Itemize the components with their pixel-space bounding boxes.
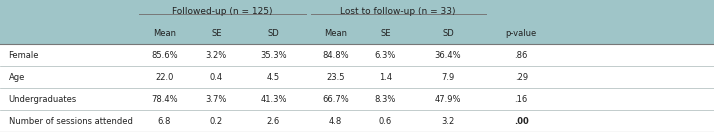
Text: Mean: Mean xyxy=(153,29,176,37)
FancyBboxPatch shape xyxy=(0,110,714,132)
Text: 22.0: 22.0 xyxy=(155,72,174,81)
Text: Female: Female xyxy=(9,51,39,60)
Text: Undergraduates: Undergraduates xyxy=(9,95,77,103)
Text: 36.4%: 36.4% xyxy=(435,51,461,60)
Text: 3.2%: 3.2% xyxy=(206,51,227,60)
Text: 0.4: 0.4 xyxy=(210,72,223,81)
Text: SE: SE xyxy=(211,29,221,37)
FancyBboxPatch shape xyxy=(0,0,714,44)
Text: SE: SE xyxy=(381,29,391,37)
Text: 84.8%: 84.8% xyxy=(322,51,349,60)
Text: Age: Age xyxy=(9,72,25,81)
FancyBboxPatch shape xyxy=(0,44,714,66)
Text: 6.3%: 6.3% xyxy=(375,51,396,60)
Text: p-value: p-value xyxy=(506,29,537,37)
Text: 41.3%: 41.3% xyxy=(260,95,287,103)
Text: 1.4: 1.4 xyxy=(379,72,392,81)
Text: .29: .29 xyxy=(515,72,528,81)
FancyBboxPatch shape xyxy=(0,88,714,110)
Text: 47.9%: 47.9% xyxy=(435,95,461,103)
Text: 3.2: 3.2 xyxy=(441,117,455,126)
Text: 35.3%: 35.3% xyxy=(260,51,287,60)
Text: 78.4%: 78.4% xyxy=(151,95,178,103)
Text: 23.5: 23.5 xyxy=(326,72,345,81)
Text: SD: SD xyxy=(268,29,279,37)
Text: 0.6: 0.6 xyxy=(379,117,392,126)
Text: .00: .00 xyxy=(514,117,528,126)
Text: Number of sessions attended: Number of sessions attended xyxy=(9,117,132,126)
Text: .86: .86 xyxy=(515,51,528,60)
Text: Followed-up (n = 125): Followed-up (n = 125) xyxy=(172,6,273,15)
Text: 7.9: 7.9 xyxy=(441,72,455,81)
Text: 3.7%: 3.7% xyxy=(206,95,227,103)
Text: Lost to follow-up (n = 33): Lost to follow-up (n = 33) xyxy=(341,6,456,15)
Text: .16: .16 xyxy=(515,95,528,103)
Text: 4.8: 4.8 xyxy=(329,117,342,126)
Text: SD: SD xyxy=(442,29,454,37)
Text: Mean: Mean xyxy=(324,29,347,37)
Text: 2.6: 2.6 xyxy=(267,117,280,126)
Text: 66.7%: 66.7% xyxy=(322,95,349,103)
FancyBboxPatch shape xyxy=(0,66,714,88)
Text: 6.8: 6.8 xyxy=(158,117,171,126)
Text: 85.6%: 85.6% xyxy=(151,51,178,60)
Text: 4.5: 4.5 xyxy=(267,72,280,81)
Text: 0.2: 0.2 xyxy=(210,117,223,126)
Text: 8.3%: 8.3% xyxy=(375,95,396,103)
